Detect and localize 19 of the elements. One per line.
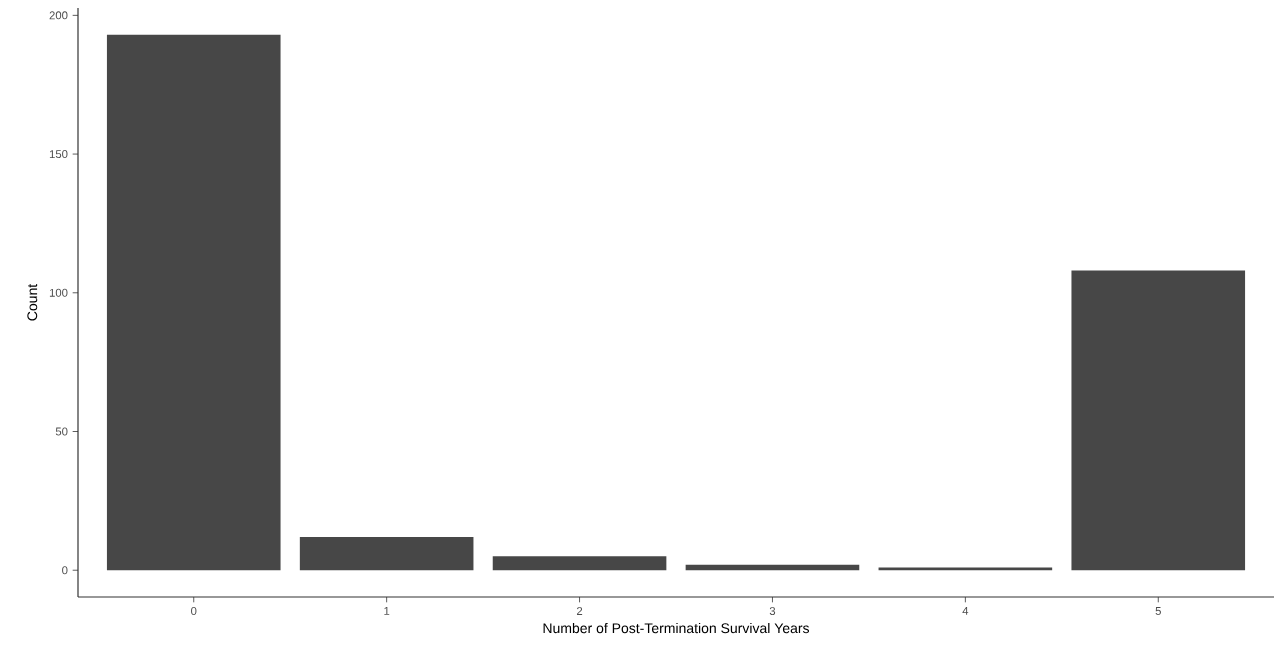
bar xyxy=(299,536,474,571)
y-tick-label: 100 xyxy=(49,288,68,297)
y-tick-label: 0 xyxy=(62,566,68,575)
x-tick-label: 0 xyxy=(191,607,197,616)
x-tick-label: 1 xyxy=(384,607,390,615)
y-tick-label: 200 xyxy=(49,11,68,20)
y-tick-label: 50 xyxy=(55,427,68,436)
bar xyxy=(1071,270,1246,571)
y-tick-label: 150 xyxy=(49,150,68,159)
bar xyxy=(878,567,1053,571)
bar xyxy=(106,34,281,571)
x-tick-label: 2 xyxy=(576,607,583,615)
y-axis-title: Count xyxy=(27,283,38,321)
x-tick-label: 3 xyxy=(769,607,776,616)
x-tick-label: 4 xyxy=(962,607,969,615)
x-tick-label: 5 xyxy=(1155,607,1161,615)
bar xyxy=(685,564,860,571)
bar xyxy=(492,556,667,571)
x-axis-title: Number of Post-Termination Survival Years xyxy=(543,622,810,634)
